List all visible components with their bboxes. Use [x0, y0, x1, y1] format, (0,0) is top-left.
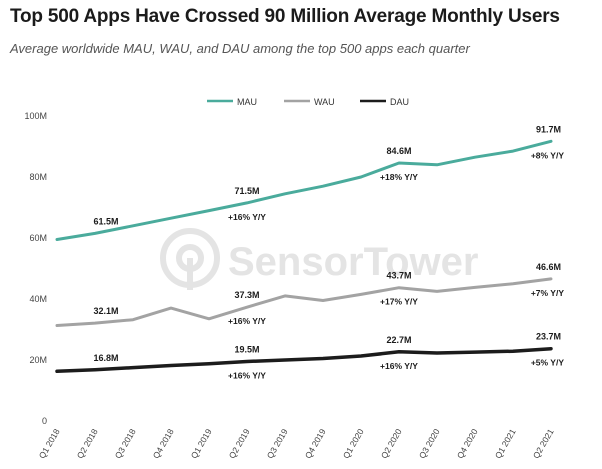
x-tick-label: Q2 2019 [227, 427, 252, 460]
value-label-dau: 22.7M [386, 335, 411, 345]
legend-label-mau: MAU [237, 97, 257, 107]
y-tick-label: 60M [29, 233, 47, 243]
value-label-wau: 43.7M [386, 271, 411, 281]
x-tick-label: Q3 2020 [417, 427, 442, 460]
legend-label-dau: DAU [390, 97, 409, 107]
x-tick-label: Q4 2020 [455, 427, 480, 460]
growth-label-dau: +5% Y/Y [531, 358, 564, 368]
y-tick-label: 20M [29, 355, 47, 365]
value-label-mau: 61.5M [93, 216, 118, 226]
x-axis: Q1 2018 Q2 2018 Q3 2018 Q4 2018 Q1 2019 Q2 20… [37, 427, 556, 460]
x-tick-label: Q3 2019 [265, 427, 290, 460]
x-tick-label: Q1 2019 [189, 427, 214, 460]
watermark: SensorTower [160, 228, 478, 290]
data-labels: 61.5M 71.5M +16% Y/Y 84.6M +18% Y/Y 91.7M +8% … [93, 124, 564, 380]
growth-label-mau: +8% Y/Y [531, 150, 564, 160]
series-line-wau [55, 277, 553, 327]
chart-title: Top 500 Apps Have Crossed 90 Million Ave… [10, 6, 560, 27]
y-tick-label: 100M [24, 111, 47, 121]
legend-label-wau: WAU [314, 97, 335, 107]
x-tick-label: Q2 2020 [379, 427, 404, 460]
y-axis: 0 20M 40M 60M 80M 100M [24, 111, 47, 426]
value-label-mau: 91.7M [536, 124, 561, 134]
x-tick-label: Q1 2021 [493, 427, 518, 460]
value-label-mau: 84.6M [386, 146, 411, 156]
value-label-mau: 71.5M [234, 186, 259, 196]
legend: MAU WAU DAU [207, 97, 409, 107]
series-lines [55, 139, 553, 374]
x-tick-label: Q1 2018 [37, 427, 62, 460]
growth-label-wau: +17% Y/Y [380, 297, 418, 307]
value-label-wau: 37.3M [234, 290, 259, 300]
x-tick-label: Q3 2018 [113, 427, 138, 460]
growth-label-mau: +18% Y/Y [380, 172, 418, 182]
value-label-dau: 16.8M [93, 353, 118, 363]
x-tick-label: Q4 2018 [151, 427, 176, 460]
series-line-mau [55, 139, 553, 241]
growth-label-dau: +16% Y/Y [380, 361, 418, 371]
x-tick-label: Q2 2021 [531, 427, 556, 460]
x-tick-label: Q1 2020 [341, 427, 366, 460]
x-tick-label: Q2 2018 [75, 427, 100, 460]
y-tick-label: 80M [29, 172, 47, 182]
value-label-dau: 19.5M [234, 345, 259, 355]
value-label-wau: 32.1M [93, 306, 118, 316]
y-tick-label: 0 [42, 416, 47, 426]
watermark-text: SensorTower [228, 240, 478, 284]
value-label-wau: 46.6M [536, 262, 561, 272]
growth-label-dau: +16% Y/Y [228, 371, 266, 381]
series-line-dau [55, 346, 553, 374]
value-label-dau: 23.7M [536, 332, 561, 342]
growth-label-wau: +16% Y/Y [228, 316, 266, 326]
chart-subtitle: Average worldwide MAU, WAU, and DAU amon… [10, 41, 470, 56]
x-tick-label: Q4 2019 [303, 427, 328, 460]
y-tick-label: 40M [29, 294, 47, 304]
growth-label-wau: +7% Y/Y [531, 288, 564, 298]
growth-label-mau: +16% Y/Y [228, 212, 266, 222]
